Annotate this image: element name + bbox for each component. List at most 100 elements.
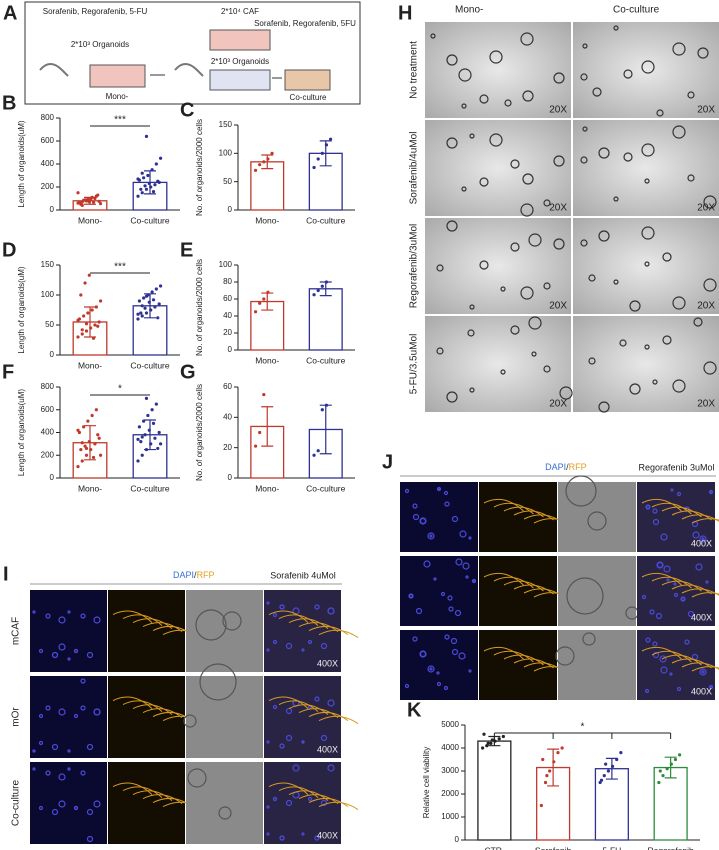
x-tick-label: CTR. [484, 845, 504, 850]
organoid [446, 220, 458, 232]
organoid [314, 604, 320, 610]
data-point [80, 332, 84, 336]
data-point [598, 780, 602, 785]
magnification-label: 20X [549, 301, 567, 312]
rfp-fiber [691, 666, 719, 672]
data-point [665, 767, 669, 771]
organoid [687, 91, 695, 99]
data-point [253, 168, 258, 172]
micrograph [573, 22, 719, 118]
data-point [91, 455, 96, 460]
x-tick-label: Co-culture [306, 215, 345, 225]
channel-header-part: DAPI [545, 462, 566, 472]
organoid [461, 103, 467, 109]
micrograph [186, 762, 263, 844]
rfp-fiber [112, 696, 153, 709]
organoid [666, 578, 670, 582]
channel-header-part: RFP [197, 570, 215, 580]
micrograph [479, 556, 557, 626]
organoid [695, 563, 703, 571]
organoid [429, 534, 433, 538]
organoid [598, 147, 610, 159]
organoid [73, 805, 79, 811]
data-point [84, 329, 89, 333]
data-point [153, 436, 157, 440]
organoid [183, 714, 197, 728]
organoid [266, 601, 270, 605]
rfp-fiber [112, 610, 153, 623]
organoid [469, 387, 475, 393]
organoid [672, 379, 686, 393]
y-tick-label: 100 [219, 260, 233, 269]
organoid [629, 300, 641, 312]
organoid [687, 610, 695, 618]
panel-letter: I [3, 563, 9, 585]
organoid [504, 99, 512, 107]
data-point [146, 173, 150, 178]
organoid [307, 796, 313, 802]
significance-label: * [118, 384, 122, 395]
y-tick-label: 0 [455, 835, 460, 844]
organoid [443, 685, 449, 691]
organoid [520, 286, 534, 300]
organoid [38, 648, 44, 654]
organoid [565, 475, 597, 507]
data-point [490, 738, 494, 742]
organoid [559, 386, 573, 400]
panel-letter: K [407, 699, 422, 721]
organoid [32, 610, 36, 614]
row-label: Regorafenib/3uMol [409, 224, 420, 309]
organoid [528, 233, 542, 247]
data-point [604, 762, 608, 766]
organoid [427, 532, 435, 540]
organoid [582, 43, 588, 49]
organoid [301, 740, 305, 744]
organoid [266, 740, 270, 744]
significance-label: * [581, 722, 585, 733]
rfp-fiber [142, 794, 183, 804]
data-point [80, 441, 84, 445]
dish-coculture [284, 69, 331, 91]
organoid [38, 713, 44, 719]
rfp-fiber [112, 782, 153, 795]
data-point [136, 459, 140, 463]
y-tick-label: 5000 [441, 720, 459, 729]
data-point [258, 163, 262, 167]
y-tick-label: 0 [228, 345, 233, 354]
organoid [652, 641, 658, 647]
panel-letter: H [398, 2, 412, 24]
organoid [641, 594, 647, 600]
error-bar [319, 140, 332, 167]
panel-letter: C [180, 99, 194, 121]
rfp-fiber [513, 510, 554, 521]
organoid [433, 577, 437, 581]
arrow [150, 74, 282, 79]
rfp-fiber [691, 518, 719, 524]
organoid [644, 688, 650, 694]
organoid [86, 651, 94, 659]
data-point [658, 769, 662, 773]
mouse-icon [39, 63, 204, 77]
y-tick-label: 0 [50, 205, 55, 214]
panel-letter: E [180, 239, 193, 261]
organoid [58, 773, 66, 781]
schematic-label: Mono- [106, 92, 129, 101]
organoid [543, 365, 551, 373]
y-tick-label: 800 [41, 113, 55, 122]
data-point [136, 312, 140, 316]
data-point [90, 308, 94, 312]
organoid [580, 239, 588, 247]
y-tick-label: 1000 [441, 812, 459, 821]
data-point [146, 413, 150, 418]
organoid [307, 639, 313, 645]
data-point [83, 281, 87, 285]
data-point [320, 284, 324, 288]
y-tick-label: 200 [41, 450, 55, 459]
data-point [144, 134, 149, 138]
x-tick-label: Co-culture [130, 215, 169, 225]
micrograph [425, 316, 571, 412]
data-point [94, 408, 98, 412]
organoid [51, 743, 59, 751]
organoid [423, 560, 431, 568]
data-point [143, 306, 147, 310]
